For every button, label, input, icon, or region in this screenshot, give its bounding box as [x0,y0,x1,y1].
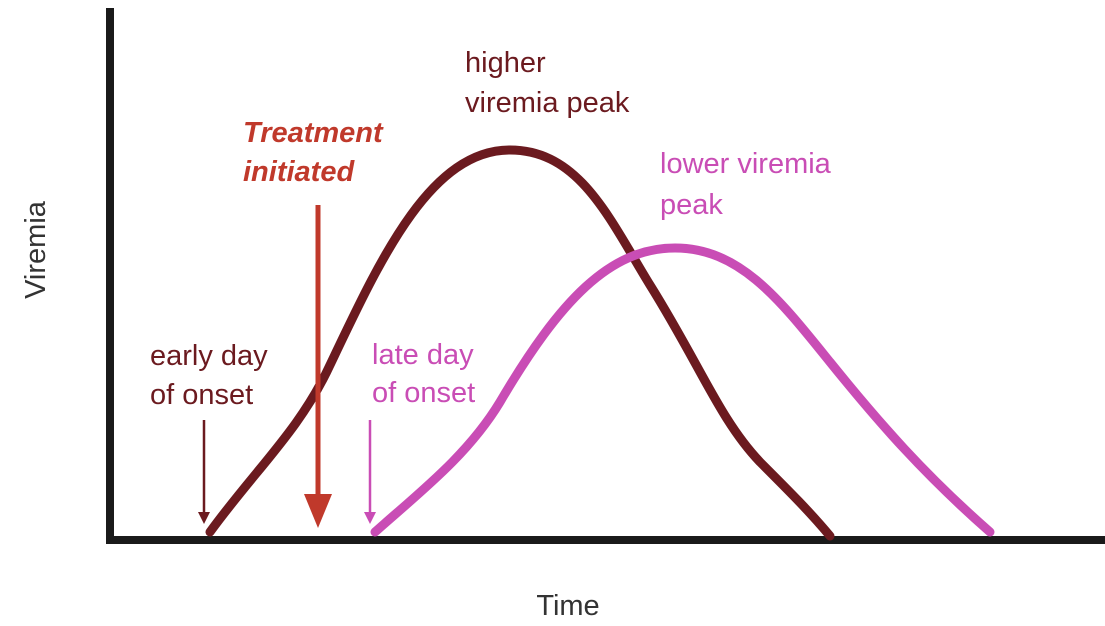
late-onset-label: late day [372,339,474,371]
y-axis-label: Viremia [20,200,52,299]
late-arrow-head [364,512,376,524]
early-curve [205,145,835,541]
higher-peak-label: higher [465,47,546,79]
higher-peak-label: viremia peak [465,87,630,119]
late-curve [370,243,995,537]
lower-peak-label: peak [660,189,723,221]
treatment-arrow-head [304,494,332,528]
early-onset-label: of onset [150,379,253,411]
early-onset-label: early day [150,340,268,372]
treatment-label: Treatment [243,117,384,149]
treatment-label: initiated [243,156,355,188]
late-onset-label: of onset [372,377,475,409]
early-arrow-head [198,512,210,524]
x-axis-label: Time [536,590,599,621]
lower-peak-label: lower viremia [660,148,832,180]
